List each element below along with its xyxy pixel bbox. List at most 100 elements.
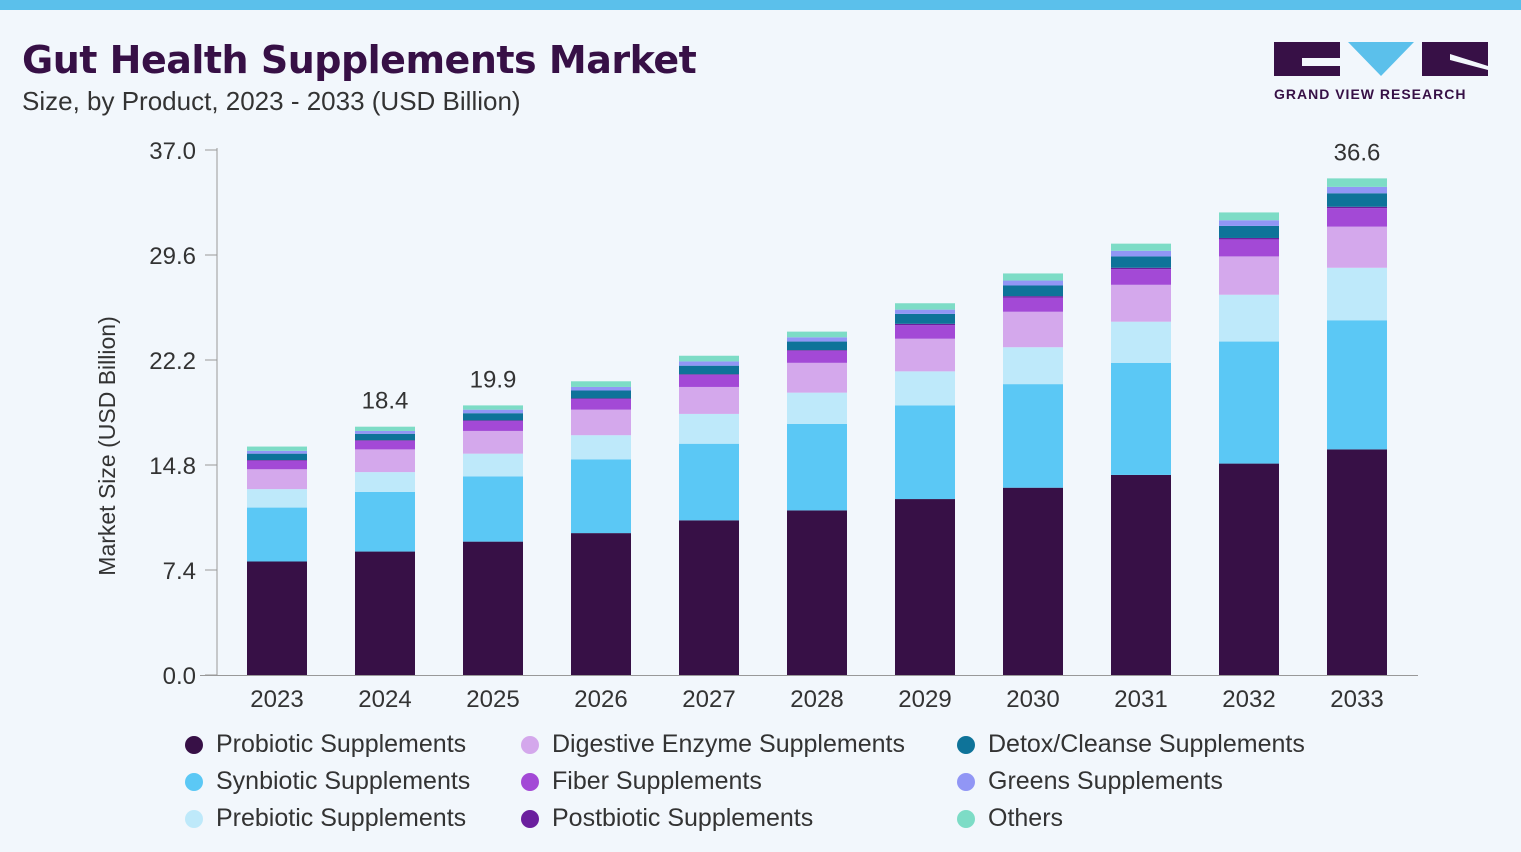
bar-segment-postbiotic-supplements-2031 <box>1111 267 1171 270</box>
logo-text: GRAND VIEW RESEARCH <box>1274 86 1467 102</box>
bar-segment-fiber-supplements-2027 <box>679 374 739 387</box>
bar-segment-probiotic-supplements-2023 <box>247 561 307 675</box>
bar-segment-probiotic-supplements-2031 <box>1111 474 1171 675</box>
bar-segment-detox-cleanse-supplements-2024 <box>355 433 415 441</box>
bar-segment-greens-supplements-2031 <box>1111 250 1171 257</box>
legend-dot-icon <box>957 772 975 791</box>
y-tick-label: 7.4 <box>163 558 196 585</box>
legend-dot-icon <box>957 735 975 754</box>
bar-segment-prebiotic-supplements-2026 <box>571 435 631 460</box>
legend-label: Digestive Enzyme Supplements <box>552 730 905 758</box>
bar-segment-prebiotic-supplements-2025 <box>463 453 523 477</box>
bar-segment-prebiotic-supplements-2031 <box>1111 321 1171 363</box>
bar-segment-detox-cleanse-supplements-2023 <box>247 453 307 461</box>
legend-label: Probiotic Supplements <box>216 730 467 758</box>
chart-title: Gut Health Supplements Market <box>22 38 697 82</box>
bar-segment-others-2023 <box>247 446 307 451</box>
bar-segment-probiotic-supplements-2026 <box>571 533 631 675</box>
bar-segment-others-2032 <box>1219 212 1279 221</box>
legend-label: Fiber Supplements <box>552 767 762 795</box>
bar-2028 <box>787 331 847 675</box>
grand-view-research-logo <box>1274 42 1488 76</box>
bar-2023 <box>247 446 307 675</box>
x-tick-label: 2031 <box>1114 686 1167 713</box>
legend-dot-icon <box>521 809 539 828</box>
x-tick-label: 2032 <box>1222 686 1275 713</box>
legend-item: Others <box>957 804 1357 833</box>
bar-segment-synbiotic-supplements-2025 <box>463 476 523 542</box>
bar-segment-greens-supplements-2033 <box>1327 186 1387 194</box>
bar-segment-others-2031 <box>1111 243 1171 251</box>
legend-dot-icon <box>185 772 203 791</box>
x-tick-label: 2029 <box>898 686 951 713</box>
bar-segment-detox-cleanse-supplements-2028 <box>787 341 847 351</box>
legend-item: Digestive Enzyme Supplements <box>521 730 957 759</box>
bar-segment-synbiotic-supplements-2031 <box>1111 362 1171 475</box>
legend-dot-icon <box>521 735 539 754</box>
bar-segment-prebiotic-supplements-2024 <box>355 472 415 492</box>
bar-segment-synbiotic-supplements-2026 <box>571 459 631 534</box>
x-tick-label: 2030 <box>1006 686 1059 713</box>
bar-segment-fiber-supplements-2033 <box>1327 208 1387 227</box>
bar-segment-fiber-supplements-2030 <box>1003 297 1063 312</box>
legend-item: Postbiotic Supplements <box>521 804 957 833</box>
x-tick-label: 2025 <box>466 686 519 713</box>
bar-segment-postbiotic-supplements-2033 <box>1327 206 1387 209</box>
legend: Probiotic Supplements Digestive Enzyme Su… <box>185 730 1357 833</box>
y-tick-label: 29.6 <box>149 243 196 270</box>
bar-2025 <box>463 405 523 675</box>
bar-segment-greens-supplements-2027 <box>679 361 739 366</box>
bar-segment-prebiotic-supplements-2029 <box>895 371 955 406</box>
bar-segment-postbiotic-supplements-2032 <box>1219 237 1279 240</box>
bar-segment-digestive-enzyme-supplements-2029 <box>895 338 955 372</box>
legend-dot-icon <box>185 735 203 754</box>
x-tick-label: 2027 <box>682 686 735 713</box>
legend-dot-icon <box>185 809 203 828</box>
legend-label: Detox/Cleanse Supplements <box>988 730 1305 758</box>
bar-segment-prebiotic-supplements-2023 <box>247 489 307 508</box>
bar-segment-others-2026 <box>571 381 631 387</box>
bar-segment-synbiotic-supplements-2032 <box>1219 341 1279 464</box>
bar-segment-detox-cleanse-supplements-2030 <box>1003 285 1063 297</box>
y-tick-label: 0.0 <box>163 663 196 690</box>
bar-segment-synbiotic-supplements-2024 <box>355 491 415 552</box>
y-tick-label: 22.2 <box>149 348 196 375</box>
bar-segment-digestive-enzyme-supplements-2033 <box>1327 226 1387 268</box>
bar-segment-greens-supplements-2023 <box>247 450 307 454</box>
bar-segment-digestive-enzyme-supplements-2025 <box>463 430 523 454</box>
bar-2030 <box>1003 273 1063 675</box>
bar-segment-greens-supplements-2030 <box>1003 280 1063 286</box>
bar-segment-digestive-enzyme-supplements-2032 <box>1219 256 1279 295</box>
bar-segment-greens-supplements-2026 <box>571 386 631 391</box>
bar-segment-digestive-enzyme-supplements-2028 <box>787 362 847 393</box>
bar-2033 <box>1327 178 1387 675</box>
bar-segment-greens-supplements-2032 <box>1219 220 1279 226</box>
bar-segment-digestive-enzyme-supplements-2031 <box>1111 284 1171 322</box>
bar-segment-fiber-supplements-2029 <box>895 325 955 339</box>
x-tick-label: 2028 <box>790 686 843 713</box>
bar-segment-detox-cleanse-supplements-2032 <box>1219 225 1279 238</box>
bar-segment-detox-cleanse-supplements-2026 <box>571 390 631 399</box>
legend-label: Synbiotic Supplements <box>216 767 471 795</box>
y-tick-label: 37.0 <box>149 138 196 165</box>
bar-segment-digestive-enzyme-supplements-2026 <box>571 409 631 436</box>
bar-segment-postbiotic-supplements-2029 <box>895 323 955 326</box>
bar-segment-greens-supplements-2028 <box>787 337 847 342</box>
bar-segment-synbiotic-supplements-2033 <box>1327 320 1387 450</box>
x-tick-label: 2024 <box>358 686 411 713</box>
bar-segment-others-2028 <box>787 331 847 338</box>
bar-segment-postbiotic-supplements-2025 <box>463 420 523 422</box>
bar-segment-fiber-supplements-2032 <box>1219 239 1279 257</box>
bar-segment-digestive-enzyme-supplements-2027 <box>679 386 739 414</box>
bar-2026 <box>571 381 631 675</box>
bar-segment-postbiotic-supplements-2027 <box>679 374 739 375</box>
bar-segment-prebiotic-supplements-2027 <box>679 413 739 444</box>
x-tick-label: 2033 <box>1330 686 1383 713</box>
bar-segment-probiotic-supplements-2029 <box>895 499 955 675</box>
bar-segment-digestive-enzyme-supplements-2023 <box>247 469 307 490</box>
bar-segment-others-2033 <box>1327 178 1387 187</box>
bar-segment-synbiotic-supplements-2028 <box>787 423 847 511</box>
bar-segment-fiber-supplements-2031 <box>1111 269 1171 285</box>
bar-segment-others-2030 <box>1003 273 1063 281</box>
